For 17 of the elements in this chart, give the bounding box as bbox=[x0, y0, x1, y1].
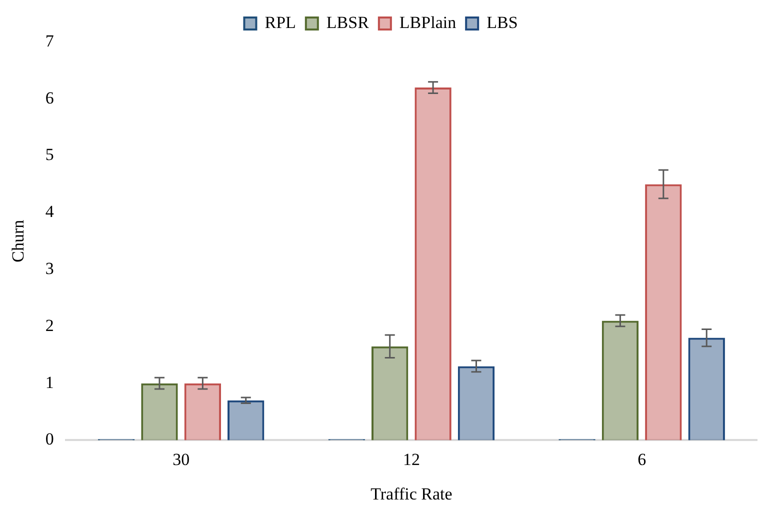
legend-label: LBSR bbox=[326, 12, 370, 32]
x-tick-label: 12 bbox=[402, 450, 420, 469]
y-tick-label: 6 bbox=[45, 88, 54, 108]
x-tick-label: 30 bbox=[172, 450, 190, 469]
x-axis-title: Traffic Rate bbox=[370, 484, 452, 504]
legend-label: LBPlain bbox=[399, 12, 457, 32]
y-axis-title: Churn bbox=[8, 219, 28, 262]
y-tick-label: 3 bbox=[45, 259, 54, 278]
legend-label: RPL bbox=[264, 12, 296, 32]
x-tick-label: 6 bbox=[638, 450, 646, 469]
y-tick-label: 0 bbox=[45, 430, 54, 449]
y-tick-label: 2 bbox=[45, 316, 54, 335]
legend-label: LBS bbox=[486, 12, 518, 32]
y-tick-label: 5 bbox=[45, 145, 54, 164]
y-tick-label: 4 bbox=[45, 202, 54, 222]
y-tick-label: 1 bbox=[45, 372, 54, 392]
y-tick-label: 7 bbox=[45, 31, 54, 50]
